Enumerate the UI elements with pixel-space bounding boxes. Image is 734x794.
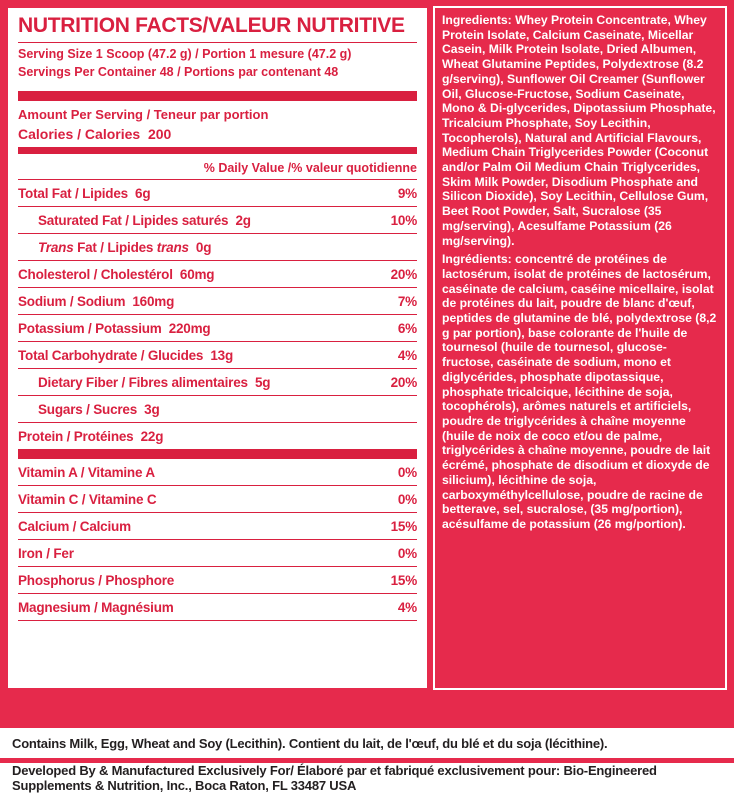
- section-divider-bar: [18, 91, 417, 101]
- daily-value-percent: 4%: [397, 347, 417, 363]
- ingredients-fr-paragraph: Ingrédients: concentré de protéines de l…: [442, 252, 718, 531]
- vitamin-row-phosphorus: Phosphorus / Phosphore 15%: [18, 566, 417, 593]
- nutrient-label: Total Fat / Lipides 6g: [18, 185, 151, 201]
- ingredients-en-text: Whey Protein Concentrate, Whey Protein I…: [442, 13, 716, 248]
- daily-value-percent: 20%: [390, 266, 418, 282]
- nutrient-row-sugars: Sugars / Sucres 3g: [18, 395, 417, 422]
- vitamin-row-calcium: Calcium / Calcium 15%: [18, 512, 417, 539]
- nutrient-row-total-fat: Total Fat / Lipides 6g 9%: [18, 179, 417, 206]
- allergen-statement-text: Contains Milk, Egg, Wheat and Soy (Lecit…: [12, 735, 608, 751]
- ingredients-panel: Ingredients: Whey Protein Concentrate, W…: [433, 6, 727, 690]
- trans-word-fr: trans: [156, 239, 189, 255]
- vitamin-row-vitamin-a: Vitamin A / Vitamine A 0%: [18, 459, 417, 485]
- ingredients-fr-label: Ingrédients:: [442, 252, 512, 267]
- daily-value-percent: 15%: [390, 518, 418, 534]
- daily-value-percent: 15%: [390, 572, 418, 588]
- nutrient-label: Cholesterol / Cholestérol 60mg: [18, 266, 215, 282]
- trans-word-en: Trans: [38, 239, 74, 255]
- nutrition-facts-title: NUTRITION FACTS/VALEUR NUTRITIVE: [18, 14, 417, 43]
- vitamin-rows: Vitamin A / Vitamine A 0% Vitamin C / Vi…: [18, 459, 417, 621]
- serving-size-text: Serving Size 1 Scoop (47.2 g) / Portion …: [18, 47, 352, 61]
- manufacturer-text: Developed By & Manufactured Exclusively …: [12, 763, 657, 793]
- nutrient-label: Trans Fat / Lipides trans 0g: [18, 240, 211, 255]
- nutrient-label: Sodium / Sodium 160mg: [18, 293, 175, 309]
- calories-row: Calories / Calories 200: [18, 126, 417, 142]
- vitamin-label: Phosphorus / Phosphore: [18, 572, 175, 588]
- daily-value-percent: 0%: [397, 464, 417, 480]
- trans-middle-text: Fat / Lipides: [73, 239, 157, 255]
- nutrient-label: Protein / Protéines 22g: [18, 428, 164, 444]
- servings-per-container-text: Servings Per Container 48 / Portions par…: [18, 65, 339, 79]
- daily-value-percent: 20%: [390, 374, 418, 390]
- daily-value-percent: 4%: [397, 599, 417, 615]
- nutrient-label: Total Carbohydrate / Glucides 13g: [18, 347, 234, 363]
- nutrient-label: Potassium / Potassium 220mg: [18, 320, 211, 336]
- amount-per-serving-label: Amount Per Serving / Teneur par portion: [18, 107, 269, 122]
- vitamin-label: Calcium / Calcium: [18, 518, 131, 534]
- ingredients-en-paragraph: Ingredients: Whey Protein Concentrate, W…: [442, 13, 718, 248]
- nutrient-row-trans-fat: Trans Fat / Lipides trans 0g: [18, 233, 417, 260]
- vitamin-label: Magnesium / Magnésium: [18, 599, 174, 615]
- nutrient-row-saturated-fat: Saturated Fat / Lipides saturés 2g 10%: [18, 206, 417, 233]
- nutrient-row-sodium: Sodium / Sodium 160mg 7%: [18, 287, 417, 314]
- section-divider-bar: [18, 147, 417, 154]
- vitamin-label: Vitamin C / Vitamine C: [18, 491, 157, 507]
- daily-value-percent: 0%: [397, 491, 417, 507]
- vitamin-label: Iron / Fer: [18, 545, 74, 561]
- nutrient-label: Saturated Fat / Lipides saturés 2g: [38, 212, 251, 228]
- daily-value-percent: 0%: [397, 545, 417, 561]
- nutrient-row-protein: Protein / Protéines 22g: [18, 422, 417, 449]
- nutrition-facts-panel: NUTRITION FACTS/VALEUR NUTRITIVE Serving…: [8, 8, 427, 688]
- manufacturer-bar: Developed By & Manufactured Exclusively …: [0, 763, 734, 794]
- allergen-statement-bar: Contains Milk, Egg, Wheat and Soy (Lecit…: [0, 728, 734, 758]
- vitamin-row-vitamin-c: Vitamin C / Vitamine C 0%: [18, 485, 417, 512]
- vitamin-row-iron: Iron / Fer 0%: [18, 539, 417, 566]
- daily-value-percent: 9%: [397, 185, 417, 201]
- calories-value: 200: [147, 126, 172, 142]
- calories-label: Calories / Calories: [18, 126, 141, 142]
- daily-value-percent: 10%: [390, 212, 418, 228]
- nutrient-label: Sugars / Sucres 3g: [38, 401, 160, 417]
- nutrient-row-total-carbohydrate: Total Carbohydrate / Glucides 13g 4%: [18, 341, 417, 368]
- nutrient-row-cholesterol: Cholesterol / Cholestérol 60mg 20%: [18, 260, 417, 287]
- nutrient-rows: Total Fat / Lipides 6g 9% Saturated Fat …: [18, 179, 417, 449]
- daily-value-percent: 7%: [397, 293, 417, 309]
- nutrient-label: Dietary Fiber / Fibres alimentaires 5g: [38, 374, 271, 390]
- ingredients-fr-text: concentré de protéines de lactosérum, is…: [442, 252, 717, 531]
- trans-amount: 0g: [188, 239, 212, 255]
- daily-value-header: % Daily Value /% valeur quotidienne: [203, 161, 417, 175]
- nutrient-row-dietary-fiber: Dietary Fiber / Fibres alimentaires 5g 2…: [18, 368, 417, 395]
- calories-spacer: [140, 126, 148, 142]
- ingredients-en-label: Ingredients:: [442, 13, 512, 27]
- vitamin-label: Vitamin A / Vitamine A: [18, 464, 155, 480]
- nutrient-row-potassium: Potassium / Potassium 220mg 6%: [18, 314, 417, 341]
- section-divider-bar: [18, 449, 417, 459]
- daily-value-percent: 6%: [397, 320, 417, 336]
- vitamin-row-magnesium: Magnesium / Magnésium 4%: [18, 593, 417, 620]
